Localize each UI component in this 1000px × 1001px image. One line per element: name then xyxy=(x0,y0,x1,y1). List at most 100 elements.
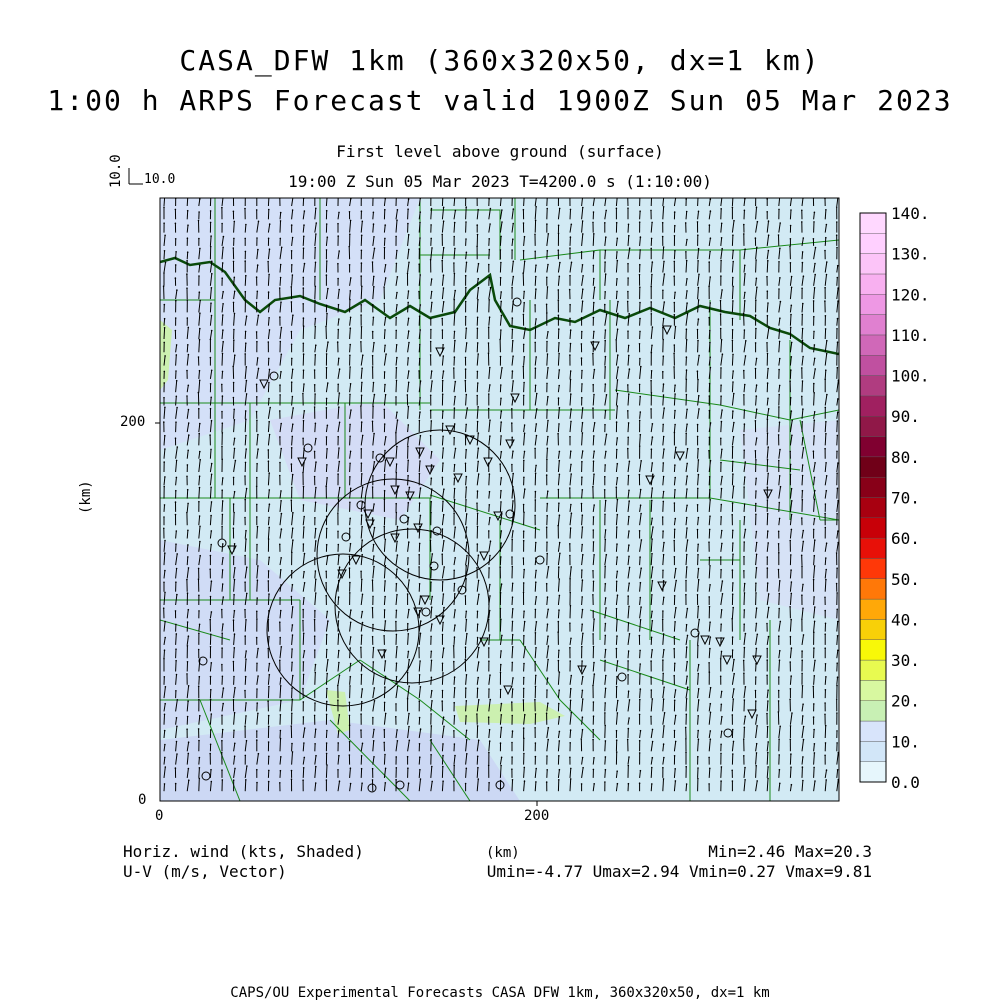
wind-vector-head xyxy=(465,206,467,208)
wind-vector xyxy=(570,344,571,353)
wind-vector-head xyxy=(501,583,503,585)
wind-vector-head xyxy=(802,356,804,358)
wind-vector-head xyxy=(744,248,746,250)
wind-vector-head xyxy=(825,369,827,371)
wind-vector-head xyxy=(466,476,468,478)
wind-vector xyxy=(408,302,409,312)
wind-vector-head xyxy=(465,368,467,370)
wind-vector-head xyxy=(512,473,514,475)
wind-vector-head xyxy=(535,206,537,208)
wind-vector-head xyxy=(523,610,525,612)
wind-vector-head xyxy=(546,583,548,585)
wind-vector-head xyxy=(245,195,247,197)
wind-vector xyxy=(454,223,455,233)
wind-vector-head xyxy=(327,288,329,290)
wind-vector-head xyxy=(662,222,664,224)
wind-vector-head xyxy=(628,475,630,477)
wind-vector-head xyxy=(476,224,478,226)
wind-vector-head xyxy=(269,329,271,331)
wind-vector-head xyxy=(569,247,571,249)
wind-vector-head xyxy=(512,450,514,452)
wind-vector-head xyxy=(756,623,758,625)
wind-vector-head xyxy=(431,677,433,679)
wind-vector-head xyxy=(604,565,606,567)
wind-vector-head xyxy=(639,445,641,447)
wind-vector-head xyxy=(640,434,642,436)
wind-vector-head xyxy=(443,514,445,516)
wind-vector-head xyxy=(477,513,479,515)
wind-vector-head xyxy=(663,195,665,197)
wind-vector xyxy=(616,677,617,685)
wind-vector-head xyxy=(813,238,815,240)
wind-vector-head xyxy=(814,490,816,492)
wind-vector-head xyxy=(594,194,596,196)
wind-vector-head xyxy=(743,556,745,558)
wind-vector xyxy=(512,635,513,645)
wind-vector-head xyxy=(721,289,723,291)
wind-vector xyxy=(837,421,838,432)
wind-vector-head xyxy=(303,543,305,545)
wind-vector-head xyxy=(837,621,839,623)
wind-vector-head xyxy=(593,251,595,253)
wind-vector xyxy=(814,730,815,738)
wind-vector-head xyxy=(245,715,247,717)
wind-vector-head xyxy=(767,302,769,304)
wind-vector-head xyxy=(559,514,561,516)
wind-vector-head xyxy=(673,275,675,277)
wind-vector xyxy=(199,677,200,685)
wind-vector-head xyxy=(581,623,583,625)
wind-vector-head xyxy=(569,275,571,277)
wind-vector-head xyxy=(339,392,341,394)
wind-vector-head xyxy=(605,623,607,625)
wind-vector-head xyxy=(222,500,224,502)
wind-vector-head xyxy=(675,518,677,520)
wind-vector-head xyxy=(396,472,398,474)
wind-vector-head xyxy=(685,727,687,729)
wind-vector-head xyxy=(593,581,595,583)
wind-vector-head xyxy=(246,566,248,568)
wind-vector-head xyxy=(663,633,665,635)
wind-vector-head xyxy=(500,262,502,264)
wind-vector-head xyxy=(710,198,712,200)
wind-vector-head xyxy=(432,553,434,555)
wind-vector-head xyxy=(384,371,386,373)
wind-vector xyxy=(547,354,548,366)
wind-vector xyxy=(814,393,815,406)
wind-vector xyxy=(802,329,803,339)
wind-vector xyxy=(187,345,188,353)
wind-vector-head xyxy=(766,659,768,661)
wind-vector-head xyxy=(815,247,817,249)
wind-vector-head xyxy=(604,222,606,224)
wind-vector xyxy=(558,650,559,658)
wind-vector-head xyxy=(709,356,711,358)
wind-vector-head xyxy=(592,570,594,572)
wind-vector-head xyxy=(837,462,839,464)
wind-vector-head xyxy=(257,713,259,715)
wind-vector xyxy=(338,731,339,738)
wind-vector-head xyxy=(582,450,584,452)
wind-vector-head xyxy=(187,661,189,663)
wind-vector-head xyxy=(605,607,607,609)
wind-vector-head xyxy=(733,422,735,424)
wind-vector-head xyxy=(547,196,549,198)
wind-vector-head xyxy=(314,619,316,621)
wind-vector xyxy=(686,625,687,632)
wind-vector-head xyxy=(374,700,376,702)
wind-vector-head xyxy=(408,382,410,384)
wind-vector-head xyxy=(209,568,211,570)
wind-vector-head xyxy=(360,275,362,277)
wind-vector-head xyxy=(210,339,212,341)
wind-vector-head xyxy=(292,474,294,476)
wind-vector-head xyxy=(802,380,804,382)
wind-vector-head xyxy=(374,248,376,250)
wind-vector-head xyxy=(233,329,235,331)
wind-vector-head xyxy=(697,424,699,426)
wind-vector-head xyxy=(175,370,177,372)
wind-vector xyxy=(790,210,791,219)
wind-vector-head xyxy=(709,330,711,332)
wind-vector-head xyxy=(673,353,675,355)
wind-vector-head xyxy=(767,353,769,355)
wind-vector-head xyxy=(199,451,201,453)
wind-vector-head xyxy=(628,606,630,608)
wind-vector xyxy=(524,611,525,618)
